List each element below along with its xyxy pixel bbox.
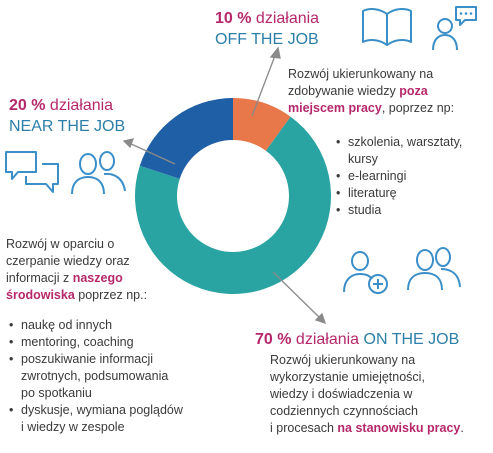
- on-title-text: ON THE JOB: [363, 331, 460, 348]
- off-items-list: szkolenia, warsztaty,kursy e-learningi l…: [336, 134, 486, 219]
- on-label: 70 % działania ON THE JOB: [255, 330, 459, 350]
- arrow-off-head: [269, 46, 281, 59]
- on-desc-3: wiedzy i doświadczenia w: [270, 387, 413, 401]
- group-icon: [407, 247, 461, 291]
- on-desc-2: wykorzystanie umiejętności,: [270, 370, 425, 384]
- near-title-text: NEAR THE JOB: [9, 118, 126, 135]
- on-desc-4: codziennych czynnościach: [270, 404, 418, 418]
- off-word: działania: [255, 10, 320, 27]
- list-item: mentoring, coaching: [9, 334, 209, 351]
- on-desc-5a: i procesach: [270, 421, 334, 435]
- near-label: 20 % działania: [9, 96, 113, 116]
- arrow-near-head: [122, 138, 135, 149]
- list-item: naukę od innych: [9, 317, 209, 334]
- near-title: NEAR THE JOB: [9, 117, 125, 137]
- near-desc-d: poprzez np.:: [78, 288, 148, 302]
- list-item: studia: [336, 202, 486, 219]
- near-items-list: naukę od innych mentoring, coaching posz…: [9, 317, 209, 436]
- list-item: e-learningi: [336, 168, 486, 185]
- list-item: literaturę: [336, 185, 486, 202]
- on-desc-5b: na stanowisku pracy: [337, 421, 461, 435]
- near-pct: 20 %: [9, 97, 46, 114]
- off-label: 10 % działania: [215, 9, 319, 29]
- on-description: Rozwój ukierunkowany na wykorzystanie um…: [270, 352, 485, 437]
- arrow-off: [251, 52, 277, 117]
- off-desc-b: zdobywanie wiedzy: [288, 84, 396, 98]
- arrow-near: [128, 142, 176, 165]
- donut-slice-near-the-job: [139, 98, 233, 179]
- person-add-icon: [343, 251, 388, 294]
- donut-slice-on-the-job: [135, 116, 331, 294]
- off-desc-bold2: miejscem pracy: [288, 101, 382, 115]
- list-item: szkolenia, warsztaty,kursy: [336, 134, 486, 168]
- donut-slice-off-the-job: [233, 98, 291, 151]
- off-desc-bold1: poza: [399, 84, 428, 98]
- off-description: Rozwój ukierunkowany na zdobywanie wiedz…: [288, 66, 488, 117]
- book-icon: [362, 8, 412, 46]
- near-desc-b: czerpanie wiedzy oraz: [6, 254, 130, 268]
- off-pct: 10 %: [215, 10, 252, 27]
- near-desc-bold1: naszego: [72, 271, 123, 285]
- arrow-on-head: [314, 312, 327, 325]
- chat-bubbles-icon: [5, 151, 59, 193]
- off-desc-c: , poprzez np:: [381, 101, 455, 115]
- arrow-on: [272, 271, 322, 320]
- near-word: działania: [49, 97, 114, 114]
- on-pct: 70 %: [255, 331, 292, 348]
- on-desc-5c: .: [460, 421, 464, 435]
- near-desc-a: Rozwój w oparciu o: [6, 237, 115, 251]
- near-description: Rozwój w oparciu o czerpanie wiedzy oraz…: [6, 236, 176, 304]
- on-desc-1: Rozwój ukierunkowany na: [270, 353, 416, 367]
- person-speech-icon: [432, 6, 477, 51]
- near-desc-c: informacji z: [6, 271, 70, 285]
- near-desc-bold2: środowiska: [6, 288, 75, 302]
- on-word: działania: [295, 331, 360, 348]
- off-title: OFF THE JOB: [215, 30, 319, 50]
- off-desc-a: Rozwój ukierunkowany na: [288, 67, 434, 81]
- two-people-icon: [71, 151, 126, 195]
- off-title-text: OFF THE JOB: [215, 31, 319, 48]
